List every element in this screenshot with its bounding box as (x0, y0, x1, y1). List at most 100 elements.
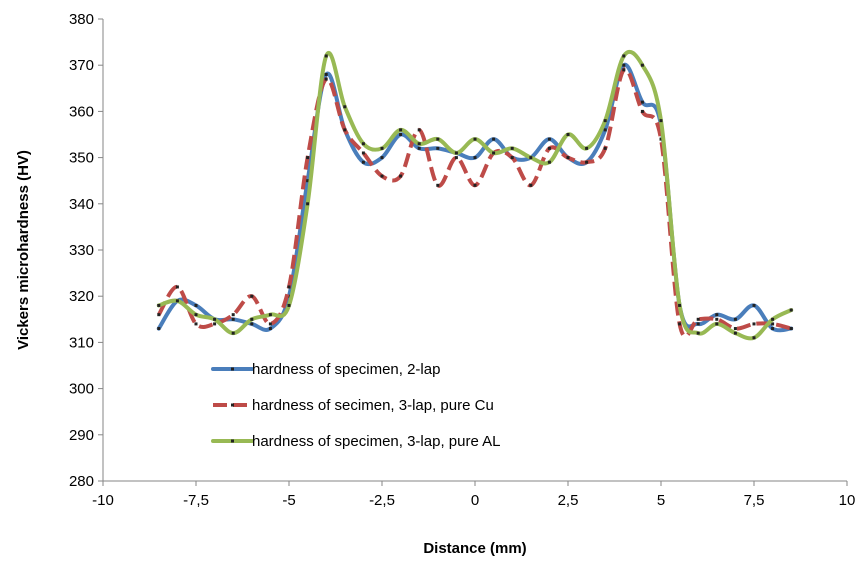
series-2-lap-point (547, 137, 551, 141)
legend-label: hardness of specimen, 2-lap (252, 361, 440, 378)
series-3-lap-pure-cu-point (399, 174, 403, 178)
series-2-lap-point (157, 327, 161, 331)
series-3-lap-pure-al-point (771, 317, 775, 321)
series-3-lap-pure-cu-point (547, 146, 551, 150)
series-2-lap-point (231, 317, 235, 321)
x-tick-label: 0 (471, 492, 479, 509)
series-3-lap-pure-al-point (213, 317, 217, 321)
y-tick-label: 290 (69, 427, 94, 444)
series-3-lap-pure-al-point (436, 137, 440, 141)
series-3-lap-pure-al-point (715, 322, 719, 326)
legend-swatch-marker (231, 403, 234, 407)
series-3-lap-pure-al-point (473, 137, 477, 141)
legend-label: hardness of secimen, 3-lap, pure Cu (252, 397, 494, 414)
series-3-lap-pure-al-point (417, 142, 421, 146)
legend-label: hardness of specimen, 3-lap, pure AL (252, 433, 500, 450)
series-3-lap-pure-cu-point (157, 313, 161, 317)
series-3-lap-pure-cu-point (566, 156, 570, 160)
series-2-lap-point (492, 137, 496, 141)
series-3-lap-pure-al-point (585, 146, 589, 150)
series-3-lap-pure-al-point (733, 331, 737, 335)
series-2-lap-point (306, 179, 310, 183)
series-2-lap-line (156, 63, 794, 333)
series-3-lap-pure-cu-point (287, 285, 291, 289)
series-3-lap-pure-cu-point (436, 183, 440, 187)
y-tick-label: 320 (69, 288, 94, 305)
series-3-lap-pure-cu-point (324, 77, 328, 81)
series-3-lap-pure-al-point (454, 151, 458, 155)
x-tick-label: -2,5 (369, 492, 395, 509)
series-3-lap-pure-cu-point (306, 156, 310, 160)
series-3-lap-pure-al-point (622, 54, 626, 58)
series-3-lap-pure-cu-point (194, 322, 198, 326)
series-3-lap-pure-cu-point (510, 156, 514, 160)
series-3-lap-pure-al-point (752, 336, 756, 340)
x-tick-label: 2,5 (558, 492, 579, 509)
series-3-lap-pure-cu-point (622, 68, 626, 72)
series-2-lap-point (603, 128, 607, 132)
series-3-lap-pure-al-point (547, 160, 551, 164)
y-tick-label: 330 (69, 242, 94, 259)
series-2-lap-point (640, 100, 644, 104)
series-3-lap-pure-cu-point (771, 322, 775, 326)
series-2-lap-point (194, 303, 198, 307)
series-3-lap-pure-cu-point (715, 317, 719, 321)
series-3-lap-pure-al-point (287, 303, 291, 307)
series-3-lap-pure-al-point (194, 313, 198, 317)
legend-swatch-marker (231, 367, 234, 371)
series-2-lap-point (250, 322, 254, 326)
series-3-lap-pure-cu-point (640, 109, 644, 113)
axes: 280 290 300 310 320 330 340 350 360 370 380 -10 -7,5… (69, 11, 855, 509)
series-3-lap-pure-al-point (696, 331, 700, 335)
x-tick-label: 5 (657, 492, 665, 509)
series-3-lap-pure-cu-point (343, 128, 347, 132)
series-3-lap-pure-al-point (268, 313, 272, 317)
series-2-lap-point (771, 327, 775, 331)
y-tick-label: 370 (69, 57, 94, 74)
series-3-lap-pure-cu-line (157, 67, 792, 339)
series-2-lap-point (733, 317, 737, 321)
series-2-lap-point (268, 327, 272, 331)
series-3-lap-pure-cu-point (752, 322, 756, 326)
y-tick-label: 300 (69, 381, 94, 398)
series-3-lap-pure-cu-point (380, 174, 384, 178)
plot-series (156, 49, 794, 341)
x-axis-title: Distance (mm) (423, 540, 526, 557)
y-tick-label: 280 (69, 473, 94, 490)
y-tick-label: 310 (69, 334, 94, 351)
series-3-lap-pure-al-point (157, 303, 161, 307)
series-3-lap-pure-al-point (399, 128, 403, 132)
series-2-lap-point (436, 146, 440, 150)
series-3-lap-pure-al-point (380, 146, 384, 150)
series-3-lap-pure-cu-point (361, 151, 365, 155)
series-3-lap-pure-al-point (510, 146, 514, 150)
x-tick-label: 7,5 (744, 492, 765, 509)
series-3-lap-pure-al-point (640, 63, 644, 67)
series-3-lap-pure-al-point (324, 54, 328, 58)
series-3-lap-pure-cu-point (175, 285, 179, 289)
series-3-lap-pure-cu-point (603, 146, 607, 150)
series-2-lap-point (715, 313, 719, 317)
series-3-lap-pure-cu-point (454, 156, 458, 160)
series-3-lap-pure-cu-point (529, 183, 533, 187)
series-3-lap-pure-al-point (566, 133, 570, 136)
series-3-lap-pure-cu-point (678, 322, 682, 326)
series-3-lap-pure-al-point (603, 119, 607, 123)
series-2-lap-point (361, 160, 365, 164)
series-3-lap-pure-cu-point (659, 137, 663, 141)
legend-swatch-marker (231, 439, 234, 443)
series-2-lap-point (399, 133, 403, 136)
series-3-lap-pure-cu-point (213, 322, 217, 326)
y-tick-label: 340 (69, 196, 94, 213)
series-3-lap-pure-al-point (492, 151, 496, 155)
legend: hardness of specimen, 2-lap hardness of s… (211, 361, 500, 450)
x-tick-label: -7,5 (183, 492, 209, 509)
series-3-lap-pure-cu-point (250, 294, 254, 298)
series-3-lap-pure-cu-point (789, 327, 793, 331)
series-3-lap-pure-al-point (175, 299, 179, 303)
series-2-lap-point (622, 63, 626, 67)
series-3-lap-pure-cu-point (473, 183, 477, 187)
series-3-lap-pure-cu-point (585, 160, 589, 164)
